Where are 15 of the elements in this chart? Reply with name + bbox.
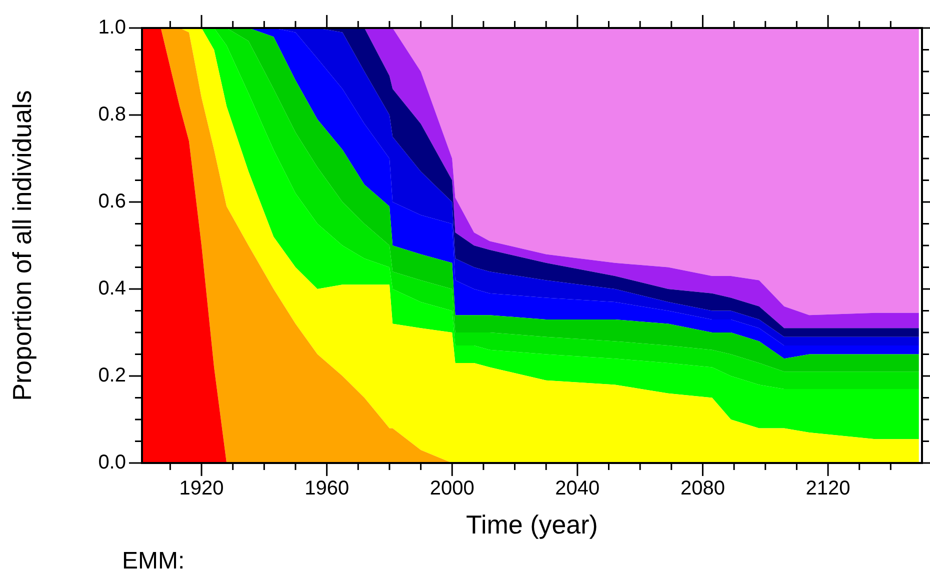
y-tick-label: 0.2 — [98, 364, 126, 387]
x-tick-label: 1920 — [179, 478, 224, 500]
y-tick-label: 1.0 — [98, 16, 126, 39]
y-tick-label: 0.4 — [98, 278, 126, 300]
y-tick-label: 0.8 — [98, 104, 126, 126]
y-tick-label: 0.6 — [98, 190, 126, 213]
y-axis-title: Proportion of all individuals — [6, 90, 37, 401]
x-tick-label: 2000 — [430, 478, 474, 500]
x-tick-label: 1960 — [304, 478, 350, 500]
text: EMM: — [122, 548, 185, 575]
y-tick-label: 0.0 — [98, 452, 126, 474]
x-tick-label: 2080 — [680, 478, 725, 500]
x-tick-label: 2120 — [806, 478, 850, 500]
x-tick-label: 2040 — [555, 478, 600, 500]
x-axis-title: Time (year) — [466, 510, 598, 540]
